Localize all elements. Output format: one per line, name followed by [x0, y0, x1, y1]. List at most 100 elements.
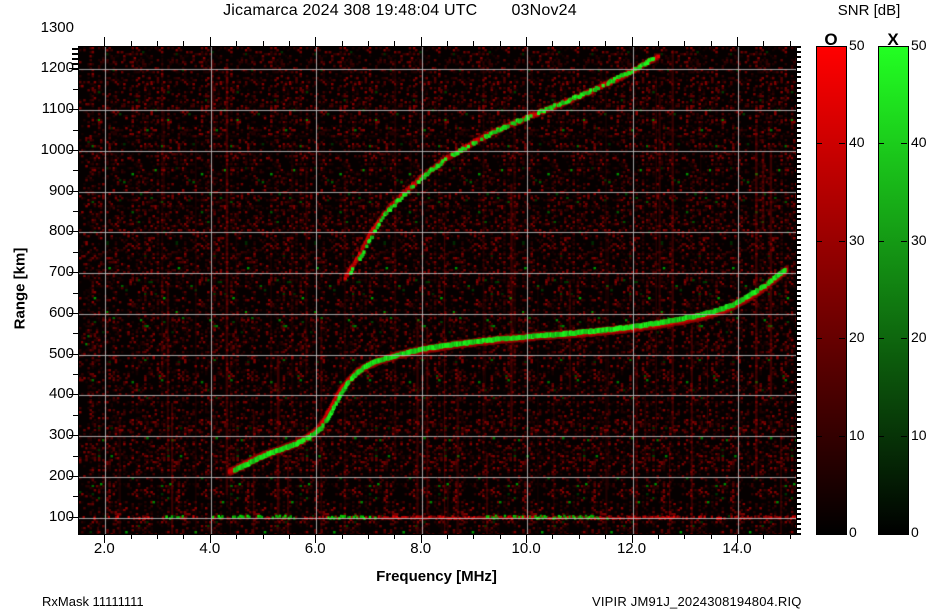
x-tick-mark-top	[710, 41, 712, 46]
x-tick-mark-top	[552, 41, 554, 46]
title-station-datetime: Jicamarca 2024 308 19:48:04 UTC	[223, 2, 478, 19]
ionogram-plot-area[interactable]	[78, 46, 797, 535]
range-gate-tick-right	[796, 188, 801, 191]
x-tick-mark-top	[684, 41, 686, 46]
x-tick-mark-top	[447, 41, 449, 46]
x-tick-mark-bottom	[288, 534, 290, 539]
y-tick-label: 1300	[40, 18, 74, 36]
x-tick-mark-top	[631, 37, 633, 46]
range-gate-tick-right	[796, 167, 801, 170]
range-gate-tick-right	[796, 223, 801, 226]
range-gate-tick-right	[796, 507, 801, 510]
colorbar-tick-label: 30	[911, 231, 927, 248]
range-gate-tick-right	[796, 456, 801, 459]
range-gate-tick-right	[796, 81, 801, 84]
range-gate-tick-right	[796, 330, 801, 333]
x-tick-mark-bottom	[710, 534, 712, 539]
x-tick-mark-bottom	[341, 534, 343, 539]
x-tick-mark-bottom	[130, 534, 132, 539]
range-gate-tick-right	[796, 96, 801, 99]
x-tick-mark-bottom	[315, 534, 317, 543]
x-tick-mark-bottom	[420, 534, 422, 543]
x-tick-mark-top	[763, 41, 765, 46]
y-tick-label: 600	[48, 303, 74, 321]
range-gate-tick-right	[796, 289, 801, 292]
range-gate-tick-right	[796, 177, 801, 180]
range-gate-tick-right	[796, 411, 801, 414]
x-tick-mark-top	[183, 41, 185, 46]
x-tick-mark-bottom	[789, 534, 791, 539]
x-tick-mark-top	[394, 41, 396, 46]
y-tick-label: 500	[48, 344, 74, 362]
range-gate-tick-right	[796, 416, 801, 419]
range-gate-tick-right	[796, 365, 801, 368]
range-gate-tick-right	[796, 451, 801, 454]
range-gate-tick-right	[796, 426, 801, 429]
y-tick-mark-left	[73, 414, 78, 416]
range-gate-tick-right	[796, 517, 801, 520]
range-gate-tick-right	[796, 243, 801, 246]
range-gate-tick-right	[796, 213, 801, 216]
y-tick-mark-left	[73, 211, 78, 213]
x-axis-label: Frequency [MHz]	[376, 568, 497, 585]
x-tick-mark-bottom	[499, 534, 501, 539]
colorbar-x-letter: X	[887, 30, 899, 49]
range-gate-tick-right	[796, 86, 801, 89]
range-gate-tick-right	[796, 284, 801, 287]
range-gate-tick-right	[796, 132, 801, 135]
y-tick-mark-left	[69, 394, 78, 396]
x-tick-mark-bottom	[262, 534, 264, 539]
y-axis-ticks: 1300 1200 1100 1000 900 800 700 600 500 400 300 200…	[10, 0, 74, 614]
range-gate-tick-right	[796, 482, 801, 485]
range-gate-tick-right	[796, 127, 801, 130]
range-gate-tick-right	[796, 461, 801, 464]
range-gate-tick-right	[796, 238, 801, 241]
range-gate-tick-right	[796, 162, 801, 165]
x-tick-mark-top	[526, 37, 528, 46]
range-gate-tick-right	[796, 193, 801, 196]
rxmask-label: RxMask 11111111	[42, 594, 144, 609]
y-tick-label: 800	[48, 222, 74, 240]
range-gate-tick-right	[796, 467, 801, 470]
range-gate-tick-right	[796, 117, 801, 120]
x-tick-mark-bottom	[605, 534, 607, 539]
range-gate-tick-right	[796, 360, 801, 363]
range-gate-tick-right	[796, 401, 801, 404]
x-tick-label: 8.0	[410, 540, 432, 557]
y-tick-mark-left	[73, 455, 78, 457]
y-tick-mark-left	[69, 149, 78, 151]
range-gate-tick-topleft	[72, 68, 78, 70]
x-tick-mark-top	[605, 41, 607, 46]
colorbar-title: SNR [dB]	[837, 2, 901, 19]
x-tick-mark-top	[236, 41, 238, 46]
x-tick-mark-bottom	[737, 534, 738, 543]
y-tick-mark-left	[73, 251, 78, 253]
x-tick-label: 6.0	[304, 540, 326, 557]
range-gate-tick-right	[796, 370, 801, 373]
x-tick-mark-top	[420, 37, 422, 46]
y-tick-mark-left	[69, 435, 78, 437]
range-gate-tick-right	[796, 527, 801, 530]
y-tick-mark-left	[73, 129, 78, 131]
x-tick-mark-top	[288, 41, 290, 46]
range-gate-tick-right	[796, 492, 801, 495]
range-gate-tick-right	[796, 61, 801, 64]
range-gate-tick-right	[796, 340, 801, 343]
y-tick-label: 300	[48, 426, 74, 444]
range-gate-tick-right	[796, 314, 801, 317]
y-tick-mark-left	[69, 272, 78, 274]
colorbar-tick-label: 30	[849, 231, 865, 248]
y-tick-label: 100	[48, 507, 74, 525]
range-gate-tick-right	[796, 477, 801, 480]
range-gate-tick-right	[796, 264, 801, 267]
x-tick-mark-top	[315, 37, 317, 46]
y-tick-mark-left	[69, 190, 78, 192]
range-gate-tick-topleft	[72, 63, 78, 65]
range-gate-tick-right	[796, 101, 801, 104]
colorbar-tick-label: 20	[911, 329, 927, 346]
x-tick-mark-top	[130, 41, 132, 46]
y-tick-mark-left	[69, 312, 78, 314]
range-gate-tick-right	[796, 421, 801, 424]
x-tick-mark-bottom	[578, 534, 580, 539]
ionogram-canvas[interactable]	[79, 47, 796, 534]
